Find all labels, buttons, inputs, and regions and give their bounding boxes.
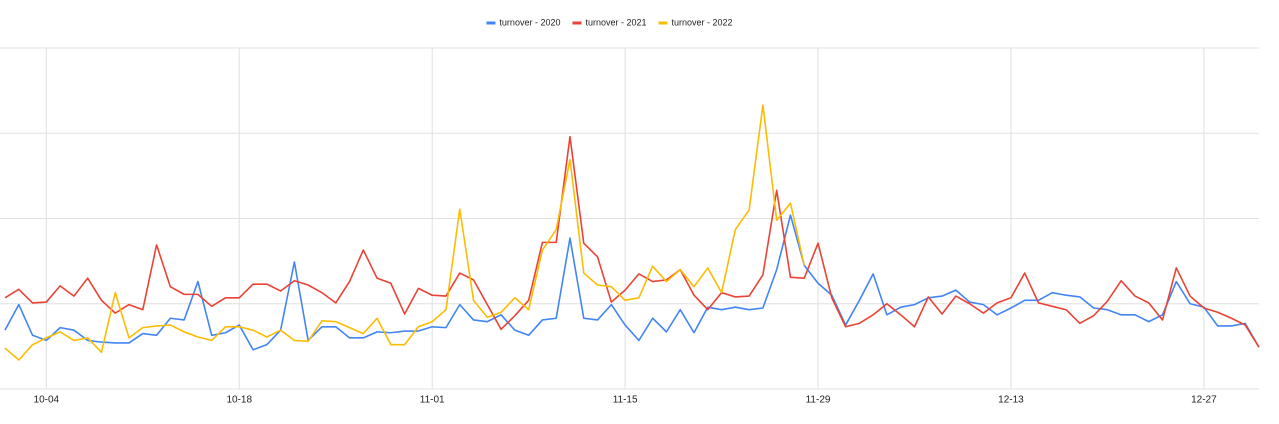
x-tick-label: 10-18 <box>226 395 252 406</box>
series-line <box>4 135 1260 348</box>
legend: turnover - 2020 turnover - 2021 turnover -… <box>486 17 733 27</box>
legend-label: turnover - 2020 <box>499 17 560 27</box>
x-tick-label: 11-29 <box>806 395 831 406</box>
x-tick-label: 11-15 <box>613 395 638 406</box>
legend-label: turnover - 2021 <box>585 17 646 27</box>
series-line <box>4 214 1260 351</box>
x-tick-label: 10-04 <box>34 395 60 406</box>
x-tick-label: 11-01 <box>420 395 445 406</box>
x-tick-label: 12-13 <box>998 395 1024 406</box>
series-line <box>4 104 806 361</box>
x-tick-label: 12-27 <box>1191 395 1217 406</box>
legend-label: turnover - 2022 <box>672 17 733 27</box>
